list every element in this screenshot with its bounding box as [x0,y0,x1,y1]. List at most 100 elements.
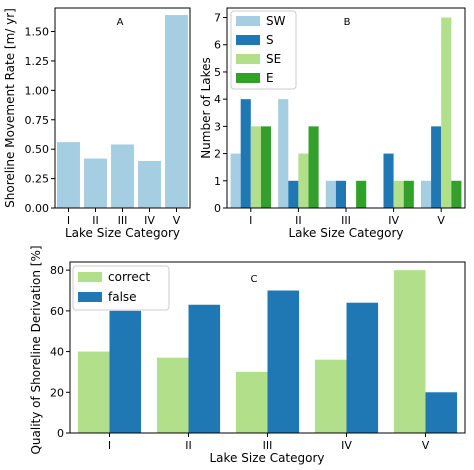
legend-entry-label: SW [266,14,286,28]
legend-swatch [78,272,102,282]
y-tick-label: 20 [50,386,64,399]
bar [403,180,414,208]
x-tick-label: I [249,214,252,227]
chart-panel-a: 0.000.250.500.751.001.251.50 I II III IV V A… [3,7,191,240]
x-tick-label: III [118,214,128,227]
plot-frame [226,7,466,209]
y-tick-label: 6 [214,39,221,52]
legend-entry-label: SE [266,52,281,66]
bar [109,310,142,433]
bar [165,15,188,209]
x-tick-label: II [92,214,99,227]
legend-entry-label: E [266,71,274,85]
bar [335,180,346,208]
y-axis-label: Number of Lakes [199,57,213,159]
x-tick-label: II [295,214,302,227]
bar [425,392,458,433]
bar [393,180,404,208]
y-tick-label: 0.50 [25,143,50,156]
legend-entry: E [236,71,274,85]
bar [267,290,300,433]
x-tick-label: V [437,214,445,227]
bar [393,270,426,433]
bar [260,126,272,208]
bar [240,99,251,208]
x-axis-label: Lake Size Category [209,451,324,465]
panel-label: A [117,17,124,28]
bar [138,160,161,208]
bar [188,304,221,433]
bar [156,357,189,433]
y-tick-label: 2 [214,148,221,161]
plot-frame [54,7,191,209]
y-tick-label: 4 [214,93,221,106]
y-tick-label: 1.25 [25,55,50,68]
legend-entry: correct [78,270,150,284]
legend-swatch [78,292,102,302]
x-tick-label: III [341,214,351,227]
bar [278,99,289,208]
y-tick-label: 0 [214,202,221,215]
bar [298,153,309,208]
bar [325,180,336,208]
legend-entry: false [78,290,137,304]
legend: correct false [72,265,170,311]
bar [235,371,268,433]
bar [420,180,432,208]
bar [250,126,261,208]
y-tick-label: 7 [214,12,221,25]
bar [77,351,110,433]
y-axis-label: Shoreline Movement Rate [m/ yr] [3,8,17,208]
y-tick-label: 80 [50,264,64,277]
x-tick-label: III [263,439,273,452]
bar [356,180,367,208]
y-tick-label: 5 [214,66,221,79]
legend-entry-label: correct [108,270,150,284]
y-tick-label: 1.00 [25,84,50,97]
legend-swatch [236,73,260,83]
x-axis-label: Lake Size Category [65,226,180,240]
bar [111,144,134,208]
bar [57,142,80,208]
y-tick-label: 0.00 [25,202,50,215]
x-tick-label: II [185,439,192,452]
y-tick-label: 40 [50,346,64,359]
x-tick-label: I [108,439,111,452]
legend-entry: SW [236,14,286,28]
panel-label: C [251,274,258,285]
bar [346,302,379,433]
legend-entry: S [236,33,274,47]
x-tick-label: IV [388,214,399,227]
bar [230,153,241,208]
bar [451,180,462,208]
bar [383,153,394,208]
legend-swatch [236,35,260,45]
x-tick-label: IV [144,214,155,227]
y-tick-label: 0.75 [25,114,50,127]
x-tick-label: IV [341,439,352,452]
bar [308,126,319,208]
plot-frame [69,261,466,434]
bar [288,180,299,208]
panel-label: B [344,17,351,28]
y-tick-label: 1.50 [25,26,50,39]
x-axis-label: Lake Size Category [288,226,403,240]
bar [431,126,442,208]
y-tick-label: 0 [57,427,64,440]
x-tick-label: V [422,439,430,452]
bar [441,17,452,209]
legend-entry-label: S [266,33,274,47]
y-tick-label: 1 [214,175,221,188]
y-tick-label: 0.25 [25,173,50,186]
x-tick-label: I [67,214,70,227]
y-axis-label: Quality of Shoreline Derivation [%] [29,245,43,454]
y-tick-label: 3 [214,120,221,133]
y-tick-label: 60 [50,305,64,318]
legend-swatch [236,16,260,26]
bar [84,158,107,208]
legend-entry-label: false [108,290,137,304]
legend-entry: SE [236,52,281,66]
